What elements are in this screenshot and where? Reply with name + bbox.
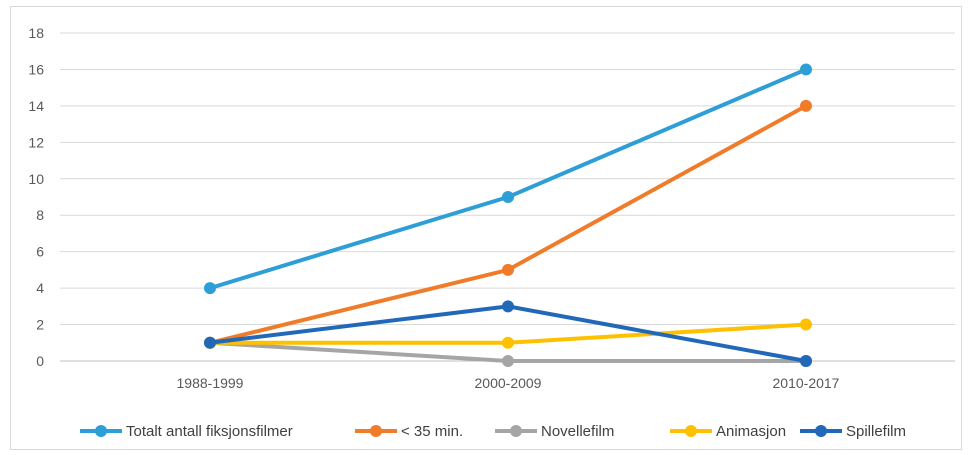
legend-item: Totalt antall fiksjonsfilmer: [80, 423, 293, 440]
legend-label: Totalt antall fiksjonsfilmer: [126, 423, 293, 440]
y-tick-label: 12: [28, 134, 44, 150]
data-point: [502, 300, 514, 313]
legend-label: Animasjon: [716, 423, 786, 440]
x-axis-ticks: 1988-1999 2000-2009 2010-2017: [177, 375, 840, 391]
series-0: [204, 63, 812, 295]
x-tick-label: 1988-1999: [177, 375, 244, 391]
series-4: [204, 300, 812, 367]
legend: Totalt antall fiksjonsfilmer < 35 min. Nov…: [80, 423, 906, 440]
data-point: [800, 355, 812, 367]
legend-swatch-marker: [370, 425, 382, 437]
legend-swatch-marker: [95, 425, 107, 437]
legend-swatch-marker: [685, 425, 697, 437]
data-point: [800, 318, 812, 331]
y-axis-ticks: 0 2 4 6 8 10 12 14 16 18: [28, 25, 44, 369]
y-tick-label: 16: [28, 61, 44, 77]
y-tick-label: 14: [28, 98, 44, 114]
legend-swatch-marker: [815, 425, 827, 437]
x-tick-label: 2000-2009: [475, 375, 542, 391]
legend-item: < 35 min.: [355, 423, 463, 440]
data-point: [204, 336, 216, 349]
legend-label: < 35 min.: [401, 423, 463, 440]
y-tick-label: 6: [36, 244, 44, 260]
legend-label: Novellefilm: [541, 423, 614, 440]
data-point: [204, 282, 216, 295]
chart-frame: [10, 6, 962, 450]
x-tick-label: 2010-2017: [773, 375, 840, 391]
series-line: [208, 304, 808, 363]
data-point: [502, 191, 514, 203]
legend-item: Novellefilm: [495, 423, 614, 440]
y-tick-label: 18: [28, 25, 44, 41]
y-tick-label: 0: [36, 353, 44, 369]
y-tick-label: 8: [36, 207, 44, 223]
legend-item: Spillefilm: [800, 423, 906, 440]
data-point: [800, 99, 812, 112]
data-point: [502, 336, 514, 349]
legend-item: Animasjon: [670, 423, 786, 440]
legend-swatch-marker: [510, 425, 522, 437]
y-tick-label: 4: [36, 280, 44, 296]
data-point: [502, 263, 514, 276]
y-tick-label: 2: [36, 317, 44, 333]
legend-label: Spillefilm: [846, 423, 906, 440]
data-point: [800, 63, 812, 76]
data-point: [502, 355, 514, 367]
y-tick-label: 10: [28, 171, 44, 187]
